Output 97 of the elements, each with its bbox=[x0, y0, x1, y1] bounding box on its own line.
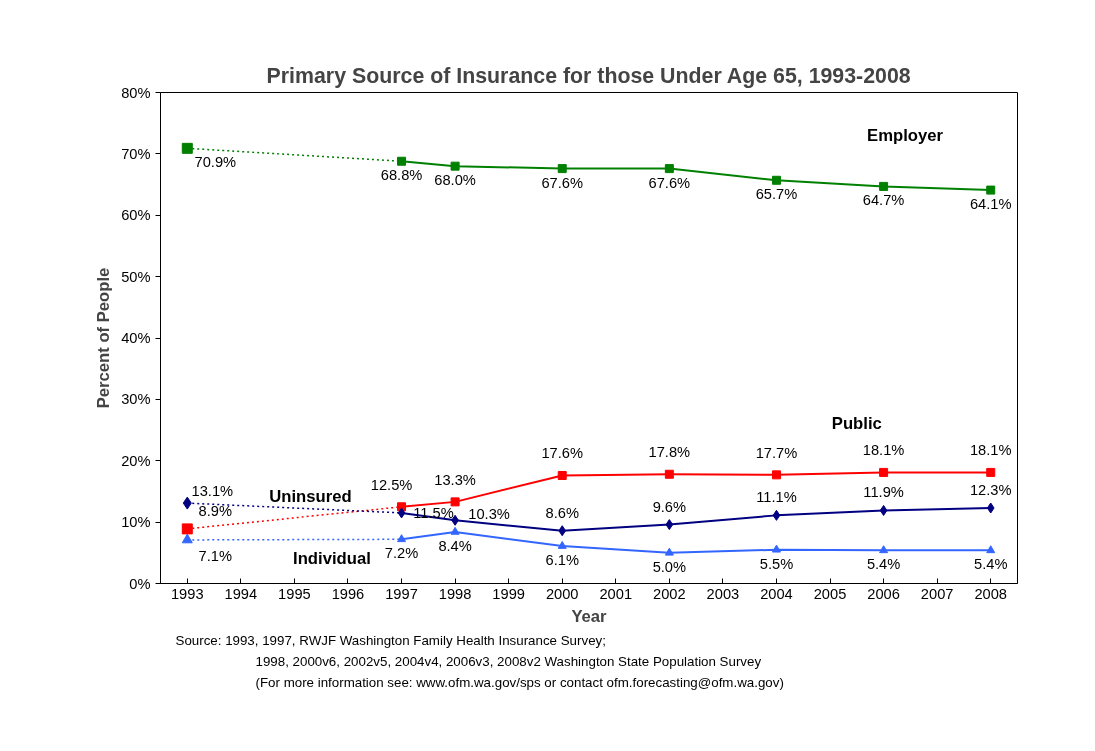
point bbox=[558, 525, 567, 537]
point bbox=[986, 467, 996, 477]
point bbox=[397, 156, 407, 166]
data-label: 64.7% bbox=[862, 192, 905, 209]
point bbox=[772, 509, 781, 521]
point bbox=[879, 181, 889, 191]
y-tick-label: 0% bbox=[129, 575, 151, 592]
data-label: 11.1% bbox=[756, 489, 797, 506]
point bbox=[450, 161, 460, 171]
data-label: 17.6% bbox=[541, 445, 583, 462]
text: Public bbox=[831, 414, 882, 434]
data-label: 68.8% bbox=[380, 167, 423, 184]
data-label: 10.3% bbox=[468, 506, 510, 523]
x-tick-label: 1993 bbox=[170, 585, 204, 602]
data-label: 7.2% bbox=[384, 545, 419, 562]
x-axis-title: Year bbox=[571, 606, 608, 626]
point bbox=[664, 469, 674, 479]
y-tick-label: 60% bbox=[121, 207, 151, 224]
x-tick-label: 1995 bbox=[278, 585, 311, 602]
x-tick-label: 1996 bbox=[331, 585, 365, 602]
x-tick-label: 1999 bbox=[492, 585, 525, 602]
data-label: 11.9% bbox=[863, 484, 904, 501]
x-tick-label: 1994 bbox=[224, 585, 258, 602]
data-label: 5.4% bbox=[974, 556, 1008, 573]
text: 1998, 2000v6, 2002v5, 2004v4, 2006v3, 2008v2 Washington State Population Survey bbox=[255, 653, 762, 669]
data-label: 8.9% bbox=[198, 502, 232, 519]
data-label: 65.7% bbox=[755, 186, 798, 203]
data-label: 13.3% bbox=[434, 471, 476, 488]
data-label: 64.1% bbox=[969, 196, 1012, 213]
x-tick-label: 2006 bbox=[867, 585, 900, 602]
text: Uninsured bbox=[269, 486, 352, 506]
source-note: Source: 1993, 1997, RWJF Washington Family Health Insurance Survey; bbox=[175, 632, 606, 648]
point bbox=[879, 467, 889, 477]
data-label: 12.5% bbox=[370, 476, 413, 493]
point bbox=[397, 507, 406, 519]
point bbox=[771, 470, 781, 480]
x-tick-label: 2003 bbox=[706, 585, 740, 602]
data-label: 9.6% bbox=[652, 498, 687, 515]
data-label: 70.9% bbox=[194, 154, 237, 171]
data-label: 11.5% bbox=[413, 504, 454, 521]
data-label: 13.1% bbox=[191, 483, 234, 500]
point bbox=[986, 185, 996, 195]
point bbox=[181, 533, 193, 544]
data-label: 7.1% bbox=[198, 547, 232, 564]
point bbox=[397, 534, 407, 543]
point bbox=[181, 142, 193, 154]
data-label: 8.6% bbox=[545, 504, 579, 521]
text: Employer bbox=[867, 125, 944, 145]
y-tick-label: 50% bbox=[121, 268, 151, 285]
text: (For more information see: www.ofm.wa.gov/sps or contact ofm.forecasting@ofm.wa.gov) bbox=[255, 674, 784, 690]
point bbox=[664, 164, 674, 174]
data-label: 18.1% bbox=[862, 442, 905, 459]
data-label: 5.5% bbox=[759, 555, 794, 572]
data-label: 17.8% bbox=[648, 444, 691, 461]
data-label: 67.6% bbox=[541, 174, 583, 191]
point bbox=[986, 502, 995, 514]
x-tick-label: 1998 bbox=[438, 585, 472, 602]
y-tick-label: 30% bbox=[121, 391, 151, 408]
y-tick-label: 80% bbox=[121, 84, 151, 101]
chart-title: Primary Source of Insurance for those Under Age 65, 1993-2008 bbox=[266, 63, 911, 88]
x-tick-label: 2002 bbox=[653, 585, 686, 602]
data-label: 5.4% bbox=[866, 556, 901, 573]
series-label: Individual bbox=[293, 549, 371, 569]
data-label: 8.4% bbox=[438, 537, 472, 554]
x-tick-label: 2008 bbox=[974, 585, 1008, 602]
x-tick-label: 1997 bbox=[385, 585, 418, 602]
y-tick-label: 20% bbox=[121, 452, 151, 469]
y-axis-title: Percent of People bbox=[94, 267, 114, 409]
data-label: 6.1% bbox=[545, 552, 579, 569]
point bbox=[181, 523, 193, 535]
point bbox=[986, 545, 996, 554]
data-label: 5.0% bbox=[652, 558, 687, 575]
data-label: 18.1% bbox=[969, 442, 1012, 459]
point bbox=[771, 175, 781, 185]
point bbox=[557, 164, 567, 174]
point bbox=[557, 540, 567, 549]
point bbox=[879, 545, 889, 554]
point bbox=[665, 519, 674, 531]
y-tick-label: 40% bbox=[121, 330, 151, 346]
point bbox=[450, 497, 460, 507]
point bbox=[771, 544, 781, 553]
y-tick-label: 10% bbox=[121, 514, 151, 531]
point bbox=[450, 526, 460, 535]
point bbox=[879, 504, 888, 516]
point bbox=[557, 470, 567, 480]
x-tick-label: 2004 bbox=[760, 585, 793, 602]
x-tick-label: 2007 bbox=[920, 585, 954, 602]
data-label: 17.7% bbox=[755, 444, 798, 461]
data-label: 67.6% bbox=[648, 174, 691, 191]
point bbox=[182, 496, 192, 510]
x-tick-label: 2005 bbox=[813, 585, 847, 602]
point bbox=[664, 547, 674, 556]
data-label: 12.3% bbox=[969, 482, 1012, 499]
x-tick-label: 2001 bbox=[599, 585, 633, 602]
y-tick-label: 70% bbox=[121, 145, 151, 162]
x-tick-label: 2000 bbox=[545, 585, 579, 602]
data-label: 68.0% bbox=[434, 172, 476, 189]
